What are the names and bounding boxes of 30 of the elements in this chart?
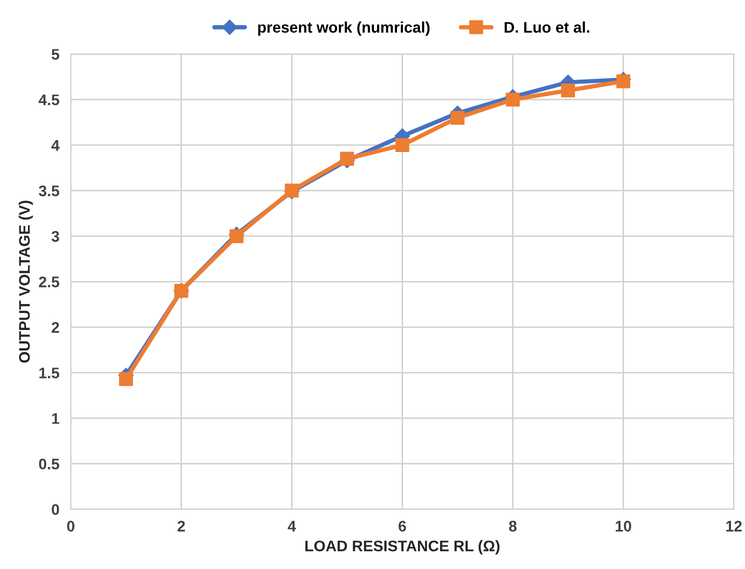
point [230,229,244,244]
x-tick-label: 2 [178,520,185,532]
legend-label: D. Luo et al. [504,22,590,33]
y-tick-label: 0 [52,504,60,515]
x-tick-label: 6 [398,520,406,532]
y-tick-label: 1.5 [39,368,60,378]
y-tick-label: 2 [52,322,60,333]
point [395,138,410,152]
x-tick-label: 12 [726,520,742,532]
point [119,372,133,386]
y-tick-label: 1 [52,413,60,424]
y-tick-label: 2.5 [38,276,60,288]
y-tick-label: 4 [51,140,60,151]
point [616,74,630,88]
y-tick-label: 5 [52,49,60,60]
y-tick-label: 4.5 [38,94,60,106]
point [450,110,464,125]
point [340,152,354,166]
x-tick-label: 0 [67,520,74,532]
x-tick-label: 10 [616,520,632,532]
y-tick-label: 0.5 [39,458,60,470]
x-tick-label: 4 [288,520,296,532]
x-tick-label: 8 [509,520,517,532]
point [561,84,576,98]
y-tick-label: 3.5 [38,185,60,196]
y-axis-title: OUTPUT VOLTAGE (V) [18,200,33,363]
point [506,92,520,107]
legend-label: present work (numrical) [258,22,430,36]
y-tick-label: 3 [52,231,60,242]
x-axis-title: LOAD RESISTANCE RL (Ω) [305,540,500,554]
